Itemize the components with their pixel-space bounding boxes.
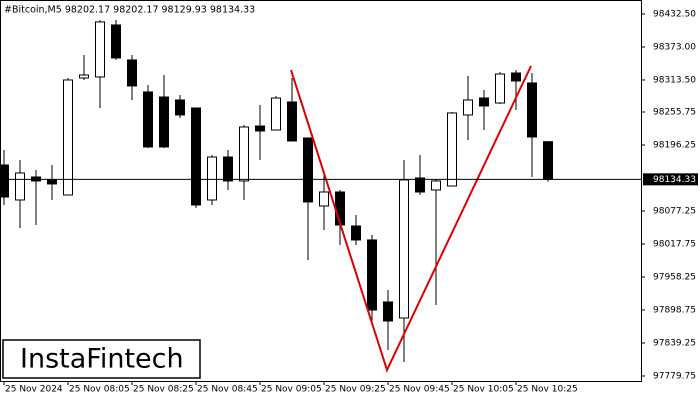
pattern-line <box>290 65 532 373</box>
y-tick-label: 98255.75 <box>653 107 696 117</box>
candle-body <box>447 112 457 187</box>
x-tick-label: 25 Nov 09:45 <box>389 385 450 395</box>
candle-body <box>351 225 361 241</box>
candle-body <box>511 72 521 82</box>
candle-body <box>527 82 537 138</box>
y-tick-label: 98196.25 <box>653 140 696 150</box>
candle-body <box>543 141 553 180</box>
x-tick-label: 25 Nov 08:25 <box>133 385 194 395</box>
x-tick-label: 25 Nov 09:25 <box>325 385 386 395</box>
candle-body <box>319 191 329 207</box>
candle-body <box>159 96 169 148</box>
y-tick-label: 98373.00 <box>653 42 696 52</box>
candle-body <box>0 164 9 198</box>
candle-body <box>223 156 233 182</box>
candle-body <box>383 301 393 322</box>
plot-frame <box>0 0 642 382</box>
y-tick-label: 97839.25 <box>653 338 696 348</box>
candle-body <box>175 99 185 116</box>
candle-body <box>415 177 425 193</box>
y-tick-label: 98017.75 <box>653 239 696 249</box>
x-tick-label: 25 Nov 08:45 <box>197 385 258 395</box>
candle-body <box>367 239 377 311</box>
candle-body <box>127 59 137 87</box>
candle-body <box>63 79 73 196</box>
candle-body <box>463 99 473 116</box>
y-tick-label: 97958.25 <box>653 272 696 282</box>
candle-body <box>303 137 313 203</box>
current-price-box <box>643 173 698 186</box>
candle-body <box>207 156 217 201</box>
x-tick-label: 25 Nov 10:25 <box>517 385 578 395</box>
candle-body <box>15 172 25 201</box>
y-tick-label: 98077.25 <box>653 206 696 216</box>
logo: InstaFintech <box>20 344 184 375</box>
x-tick-label: 25 Nov 2024 <box>5 385 63 395</box>
y-tick-label: 98313.50 <box>653 75 696 85</box>
candle-body <box>479 97 489 107</box>
candle-body <box>287 101 297 142</box>
candle-body <box>191 107 201 206</box>
candle-body <box>431 180 441 191</box>
candle-body <box>111 24 121 59</box>
x-tick-label: 25 Nov 09:05 <box>261 385 322 395</box>
current-price-label: 98134.33 <box>653 175 696 185</box>
x-tick-label: 25 Nov 10:05 <box>453 385 514 395</box>
candle-body <box>255 125 265 132</box>
x-tick-label: 25 Nov 08:05 <box>69 385 130 395</box>
candle-body <box>79 74 89 79</box>
y-tick-label: 98432.50 <box>653 9 696 19</box>
y-tick-label: 97898.75 <box>653 305 696 315</box>
y-tick-label: 97779.75 <box>653 371 696 381</box>
candle-body <box>239 126 249 182</box>
candle-body <box>47 179 57 185</box>
candle-body <box>143 91 153 148</box>
logo-box <box>2 339 201 379</box>
candle-body <box>399 179 409 319</box>
chart-title: #Bitcoin,M5 98202.17 98202.17 98129.93 9… <box>4 5 255 16</box>
candle-body <box>495 73 505 104</box>
candle-body <box>271 97 281 131</box>
candle-body <box>95 21 105 78</box>
candles <box>0 19 553 362</box>
